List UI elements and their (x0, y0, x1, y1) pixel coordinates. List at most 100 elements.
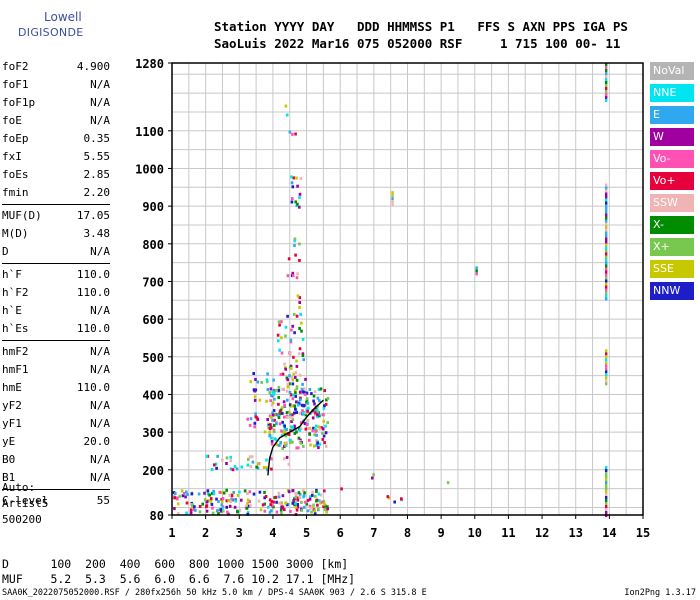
echo-point (326, 421, 329, 425)
echo-point (288, 414, 292, 418)
x-tick-label: 8 (404, 526, 411, 540)
echo-point (604, 228, 608, 232)
echo-point (326, 397, 330, 400)
echo-point (604, 198, 608, 202)
footer-info: SAA0K_2022075052000.RSF / 280fx256h 50 k… (2, 588, 427, 598)
echo-point (604, 490, 608, 493)
echo-point (301, 337, 305, 341)
echo-point (322, 419, 325, 423)
echo-point (248, 500, 251, 503)
echo-point (269, 387, 273, 391)
echo-point (283, 424, 286, 428)
echo-point (294, 501, 297, 505)
echo-point (289, 340, 293, 344)
echo-point (212, 492, 216, 496)
x-tick-label: 15 (636, 526, 650, 540)
param-value: 20.0 (83, 435, 111, 448)
echo-point (221, 506, 224, 510)
echo-point (270, 457, 273, 461)
echo-point (318, 427, 322, 431)
echo-point (290, 420, 293, 423)
y-tick-label: 600 (142, 313, 164, 327)
param-value: N/A (90, 245, 110, 258)
echo-point (288, 441, 292, 445)
legend-item: NNE (650, 84, 694, 102)
echo-point (318, 414, 321, 418)
echo-point (604, 508, 608, 511)
echo-point (280, 501, 283, 505)
echo-point (301, 354, 305, 357)
echo-point (306, 498, 310, 502)
param-name: fxI (2, 150, 22, 163)
echo-point (222, 491, 226, 495)
echo-point (604, 370, 608, 374)
echo-point (604, 279, 608, 283)
param-row: D N/A (2, 243, 110, 261)
echo-point (272, 378, 275, 382)
echo-point (604, 222, 608, 226)
echo-point (314, 411, 317, 415)
param-name: foEs (2, 168, 29, 181)
param-row: yF1 N/A (2, 415, 110, 433)
echo-point (604, 499, 608, 502)
echo-point (277, 443, 281, 447)
echo-point (266, 468, 269, 472)
echo-point (240, 465, 243, 469)
param-row: foF2 4.900 (2, 58, 110, 76)
echo-point (271, 418, 274, 422)
echo-point (266, 372, 269, 376)
echo-point (272, 393, 275, 397)
echo-point (294, 371, 298, 375)
echo-point (278, 501, 281, 505)
echo-point (282, 457, 286, 461)
legend-item: X- (650, 216, 694, 234)
echo-point (227, 499, 230, 502)
echo-point (246, 492, 249, 496)
echo-point (205, 509, 209, 513)
echo-point (268, 430, 271, 434)
echo-point (211, 506, 214, 510)
echo-point (277, 491, 281, 495)
echo-point (191, 503, 194, 507)
echo-point (604, 352, 608, 356)
echo-point (290, 416, 293, 419)
y-tick-label: 700 (142, 275, 164, 289)
echo-point (293, 431, 297, 435)
echo-point (604, 219, 608, 223)
echo-point (205, 500, 209, 504)
echo-point (319, 387, 323, 391)
lowell-digisonde-logo: Lowell DIGISONDE (4, 8, 94, 48)
echo-point (256, 380, 260, 384)
echo-point (273, 413, 277, 417)
echo-point (229, 467, 233, 471)
echo-point (273, 423, 276, 427)
echo-point (293, 411, 296, 415)
echo-point (298, 411, 302, 415)
echo-point (277, 339, 280, 343)
echo-point (185, 501, 189, 505)
echo-point (309, 506, 312, 510)
param-separator (2, 204, 110, 205)
echo-point (306, 509, 310, 513)
echo-point (173, 496, 177, 500)
y-tick-label: 200 (142, 464, 164, 478)
echo-point (604, 63, 608, 66)
param-row: yF2 N/A (2, 397, 110, 415)
echo-point (277, 396, 280, 400)
echo-point (604, 75, 608, 78)
param-name: D (2, 245, 9, 258)
echo-point (273, 397, 276, 401)
echo-point (256, 466, 260, 470)
echo-point (291, 489, 295, 492)
param-name: foF2 (2, 60, 29, 73)
echo-point (263, 430, 267, 434)
echo-point (298, 495, 302, 499)
echo-point (228, 493, 231, 497)
param-name: hmF2 (2, 345, 29, 358)
echo-point (604, 93, 608, 96)
echo-point (293, 244, 296, 247)
echo-point (296, 272, 299, 276)
echo-point (268, 498, 272, 502)
echo-point (288, 438, 292, 442)
param-name: foF1 (2, 78, 29, 91)
